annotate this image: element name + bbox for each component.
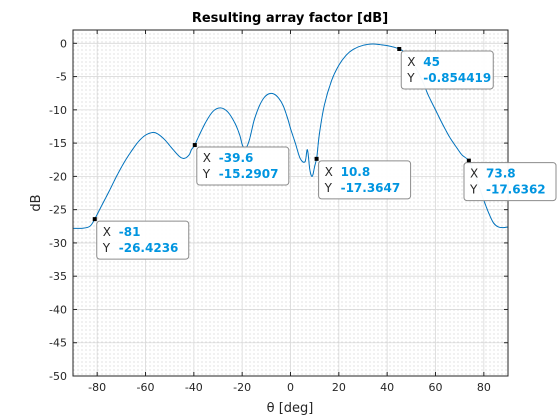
y-axis-ticks: 0 -5 -10 -15 -20 -25 -30 -35 -40 -45 -50 (49, 37, 508, 383)
y-tick-label: -30 (49, 237, 67, 250)
datatip-y-value: -26.4236 (119, 241, 179, 255)
y-tick-label: -35 (49, 270, 67, 283)
y-tick-label: -20 (49, 170, 67, 183)
datatip-y-value: -15.2907 (219, 167, 279, 181)
y-tick-label: -40 (49, 303, 67, 316)
y-tick-label: -10 (49, 104, 67, 117)
datatip-background (463, 162, 557, 202)
array-factor-line (73, 43, 508, 229)
datatip-x-prefix: X (103, 225, 111, 239)
x-tick-label: -80 (88, 381, 106, 394)
datatip-box: X -39.6 Y -15.2907 (196, 146, 290, 186)
x-tick-label: 80 (477, 381, 491, 394)
major-grid (73, 30, 508, 377)
y-tick-label: -45 (49, 337, 67, 350)
chart-title: Resulting array factor [dB] (192, 11, 388, 26)
x-axis-label: θ [deg] (267, 401, 314, 416)
y-tick-label: 0 (60, 37, 67, 50)
datatip-background (400, 50, 494, 90)
x-axis-ticks: -80 -60 -40 -20 0 20 40 60 80 (88, 30, 491, 394)
x-tick-label: -60 (137, 381, 155, 394)
datatip-marker[interactable] (192, 143, 197, 148)
x-tick-label: -20 (233, 381, 251, 394)
datatip-marker[interactable] (92, 217, 97, 222)
datatip-box: X 73.8 Y -17.6362 (463, 162, 557, 202)
datatip-y-value: -17.6362 (486, 183, 546, 197)
datatip[interactable]: X -39.6 Y -15.2907 (192, 143, 290, 186)
datatip-x-prefix: X (203, 151, 211, 165)
datatip[interactable]: X -81 Y -26.4236 (92, 217, 190, 260)
datatip-x-value: 73.8 (486, 167, 516, 181)
datatips: X -81 Y -26.4236 X -39.6 Y -15.2907 X 10.8 Y -17.36… (92, 46, 557, 260)
datatip-x-prefix: X (470, 167, 478, 181)
datatip-background (196, 146, 290, 186)
y-tick-label: -15 (49, 137, 67, 150)
y-axis-label: dB (29, 194, 44, 211)
datatip-y-prefix: Y (324, 181, 333, 195)
datatip-y-prefix: Y (469, 183, 478, 197)
x-tick-label: -40 (185, 381, 203, 394)
datatip[interactable]: X 10.8 Y -17.3647 (314, 156, 412, 200)
x-tick-label: 20 (332, 381, 346, 394)
datatip-y-prefix: Y (406, 71, 415, 85)
datatip[interactable]: X 73.8 Y -17.6362 (463, 158, 557, 202)
datatip-box: X 45 Y -0.854419 (400, 50, 494, 90)
datatip-marker[interactable] (397, 46, 402, 51)
datatip-y-prefix: Y (102, 241, 111, 255)
datatip-box: X 10.8 Y -17.3647 (318, 160, 412, 200)
y-tick-label: -25 (49, 204, 67, 217)
datatip-x-value: 10.8 (341, 165, 371, 179)
x-tick-label: 0 (287, 381, 294, 394)
datatip-marker[interactable] (466, 158, 471, 163)
datatip-box: X -81 Y -26.4236 (96, 220, 190, 260)
datatip-x-prefix: X (407, 55, 415, 69)
datatip-background (96, 220, 190, 260)
datatip-marker[interactable] (314, 156, 319, 161)
datatip-y-prefix: Y (202, 167, 211, 181)
datatip[interactable]: X 45 Y -0.854419 (397, 46, 494, 90)
datatip-background (318, 160, 412, 200)
datatip-x-value: -39.6 (219, 151, 254, 165)
datatip-x-value: -81 (119, 225, 141, 239)
datatip-y-value: -0.854419 (423, 71, 491, 85)
datatip-x-value: 45 (423, 55, 440, 69)
datatip-x-prefix: X (325, 165, 333, 179)
x-tick-label: 60 (429, 381, 443, 394)
y-tick-label: -50 (49, 370, 67, 383)
y-tick-label: -5 (56, 71, 67, 84)
x-tick-label: 40 (380, 381, 394, 394)
datatip-y-value: -17.3647 (341, 181, 401, 195)
